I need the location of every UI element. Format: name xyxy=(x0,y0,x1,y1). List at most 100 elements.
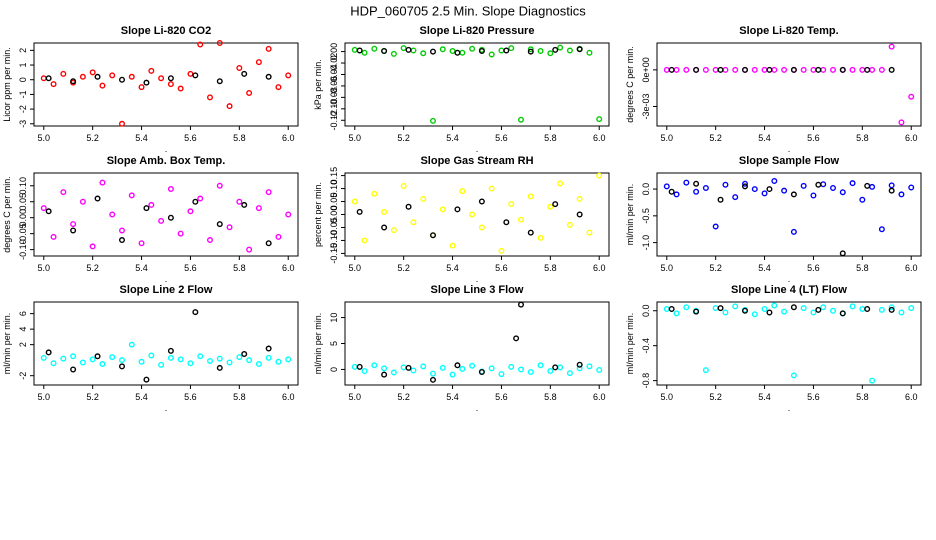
data-point xyxy=(265,240,272,247)
data-point xyxy=(668,66,675,73)
x-tick-label: 6.0 xyxy=(282,263,295,273)
data-point xyxy=(717,305,724,312)
data-point xyxy=(400,45,407,52)
x-tick-label: 5.0 xyxy=(349,263,362,273)
x-axis-label: . xyxy=(165,274,168,284)
data-point xyxy=(109,354,116,361)
data-point xyxy=(888,43,895,50)
y-tick-label: -0.12 xyxy=(329,110,339,131)
data-point xyxy=(400,182,407,189)
data-point xyxy=(459,49,466,56)
x-tick-label: 5.0 xyxy=(349,392,362,402)
data-point xyxy=(118,237,125,244)
data-point xyxy=(241,70,248,77)
data-point xyxy=(732,66,739,73)
data-point xyxy=(143,205,150,212)
plot-frame xyxy=(656,42,922,127)
data-point xyxy=(405,46,412,53)
x-tick-label: 6.0 xyxy=(593,133,606,143)
data-point xyxy=(216,364,223,371)
data-point xyxy=(381,48,388,55)
data-point xyxy=(766,66,773,73)
data-point xyxy=(547,203,554,210)
data-point xyxy=(246,246,253,253)
data-point xyxy=(527,369,534,376)
data-point xyxy=(537,234,544,241)
data-point xyxy=(576,195,583,202)
data-point xyxy=(815,306,822,313)
x-tick-label: 5.0 xyxy=(38,263,51,273)
data-point xyxy=(226,359,233,366)
data-point xyxy=(206,357,213,364)
x-tick-label: 5.0 xyxy=(661,392,674,402)
data-point xyxy=(148,201,155,208)
data-point xyxy=(790,191,797,198)
data-point xyxy=(177,230,184,237)
data-point xyxy=(552,364,559,371)
panel-title: Slope Amb. Box Temp. xyxy=(107,155,226,167)
data-point xyxy=(508,363,515,370)
data-point xyxy=(40,205,47,212)
data-point xyxy=(143,376,150,383)
data-point xyxy=(503,47,510,54)
x-axis-label: . xyxy=(165,144,168,154)
data-point xyxy=(527,229,534,236)
data-point xyxy=(236,198,243,205)
data-point xyxy=(381,224,388,231)
data-point xyxy=(351,198,358,205)
plot-frame xyxy=(344,42,610,127)
data-point xyxy=(527,48,534,55)
data-point xyxy=(40,75,47,82)
data-point xyxy=(820,66,827,73)
data-point xyxy=(246,89,253,96)
data-point xyxy=(839,66,846,73)
y-axis-label: degrees C per min. xyxy=(2,176,12,253)
data-point xyxy=(187,360,194,367)
x-tick-label: 5.4 xyxy=(758,263,771,273)
data-point xyxy=(454,49,461,56)
data-point xyxy=(206,94,213,101)
data-point xyxy=(275,84,282,91)
data-point xyxy=(60,355,67,362)
data-point xyxy=(673,66,680,73)
y-axis-label: ml/min per min. xyxy=(625,184,635,246)
data-point xyxy=(206,237,213,244)
data-point xyxy=(790,66,797,73)
data-point xyxy=(79,73,86,80)
y-tick-label: -3 xyxy=(18,120,28,128)
x-tick-label: 6.0 xyxy=(282,392,295,402)
data-point xyxy=(454,206,461,213)
x-tick-label: 5.0 xyxy=(349,133,362,143)
data-point xyxy=(351,46,358,53)
data-point xyxy=(693,188,700,195)
data-point xyxy=(761,305,768,312)
data-point xyxy=(158,217,165,224)
y-axis-label: degrees C per min. xyxy=(625,46,635,123)
data-point xyxy=(148,67,155,74)
data-point xyxy=(241,350,248,357)
data-point xyxy=(420,195,427,202)
data-point xyxy=(45,349,52,356)
data-point xyxy=(557,180,564,187)
data-point xyxy=(285,72,292,79)
data-point xyxy=(356,208,363,215)
data-point xyxy=(410,47,417,54)
data-point xyxy=(265,345,272,352)
data-point xyxy=(192,309,199,316)
data-point xyxy=(118,120,125,127)
data-point xyxy=(663,66,670,73)
data-point xyxy=(898,119,905,126)
data-point xyxy=(469,45,476,52)
data-point xyxy=(439,46,446,53)
data-point xyxy=(118,76,125,83)
data-point xyxy=(390,50,397,57)
data-point xyxy=(79,359,86,366)
x-tick-label: 5.6 xyxy=(807,133,820,143)
data-point xyxy=(815,66,822,73)
x-tick-label: 5.4 xyxy=(135,133,148,143)
data-point xyxy=(566,47,573,54)
data-point xyxy=(815,181,822,188)
data-point xyxy=(138,84,145,91)
y-tick-label: 0.10 xyxy=(18,177,28,195)
data-point xyxy=(167,185,174,192)
